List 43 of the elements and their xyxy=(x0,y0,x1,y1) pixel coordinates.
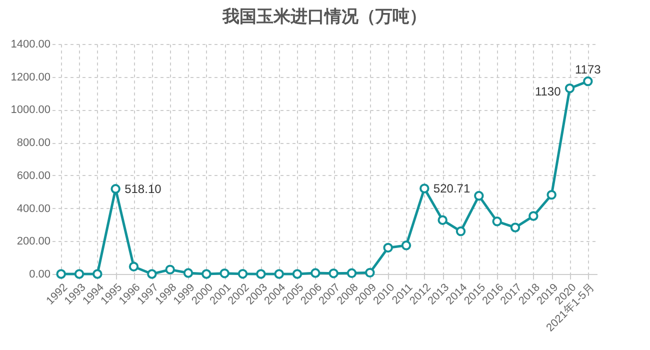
point xyxy=(365,268,375,278)
point xyxy=(456,226,466,236)
y-tick-label: 1000.00 xyxy=(10,104,50,116)
point xyxy=(346,268,357,278)
point xyxy=(183,268,194,278)
y-tick-label: 600.00 xyxy=(16,170,50,182)
point xyxy=(420,184,430,194)
point xyxy=(546,190,556,200)
point xyxy=(474,190,484,201)
point xyxy=(256,269,266,279)
data-label: 520.71 xyxy=(433,181,470,196)
point xyxy=(492,216,502,226)
point xyxy=(165,264,175,274)
point xyxy=(292,269,302,279)
point xyxy=(128,262,139,272)
y-tick-label: 200.00 xyxy=(16,236,50,248)
point xyxy=(564,83,575,94)
y-tick-label: 0.00 xyxy=(29,268,50,280)
point xyxy=(274,269,284,279)
data-label: 1173 xyxy=(575,62,602,76)
point xyxy=(583,76,593,86)
point xyxy=(238,268,248,279)
data-label: 1130 xyxy=(534,84,562,98)
point xyxy=(147,269,157,279)
point xyxy=(401,240,412,250)
point xyxy=(74,269,84,279)
point xyxy=(510,222,520,232)
point xyxy=(528,211,538,221)
point xyxy=(438,215,448,225)
point xyxy=(202,269,212,279)
y-tick-label: 1400.00 xyxy=(10,38,50,50)
y-tick-label: 1200.00 xyxy=(10,71,50,84)
point xyxy=(56,269,66,279)
data-label: 518.10 xyxy=(124,182,162,196)
y-tick-label: 800.00 xyxy=(16,137,50,150)
point xyxy=(310,268,320,278)
point xyxy=(92,269,102,279)
y-tick-label: 400.00 xyxy=(16,202,50,215)
point xyxy=(220,268,230,278)
point xyxy=(328,268,338,278)
point xyxy=(383,242,393,253)
chart-title: 我国玉米进口情况（万吨） xyxy=(222,7,426,27)
point xyxy=(110,184,120,194)
